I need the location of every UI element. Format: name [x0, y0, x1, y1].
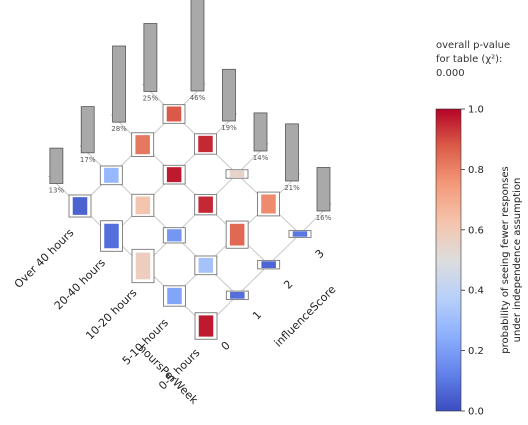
pvalue-line-3: 0.000 — [436, 68, 465, 79]
col-category-label: 3 — [313, 247, 327, 261]
colorbar-tick-label: 1.0 — [468, 105, 484, 116]
cell-fill — [135, 252, 151, 280]
col-marginal-bar — [49, 147, 64, 184]
row-marginal-bar — [190, 0, 205, 92]
row-category-label: 20-40 hours — [52, 256, 108, 312]
cell-fill — [230, 291, 245, 299]
cell-fill — [198, 315, 214, 337]
col-marginal-bar — [112, 45, 126, 123]
col-marginal-bar-label: 13% — [49, 187, 65, 195]
colorbar-label-line2: under independence assumption — [512, 178, 523, 343]
cell-fill — [135, 196, 151, 215]
cell-fill — [167, 229, 182, 242]
cell-fill — [229, 223, 245, 246]
row-marginal-bar-label: 21% — [284, 184, 300, 192]
row-marginal-bar — [285, 123, 299, 182]
colorbar-gradient — [435, 108, 462, 412]
colorbar-tick-label: 0.4 — [468, 286, 484, 297]
cell-fill — [198, 257, 214, 273]
colorbar-tick-label: 0.0 — [468, 407, 484, 418]
col-marginal-bar-label: 28% — [111, 125, 127, 133]
cell-fill — [166, 106, 182, 122]
cell-fill — [104, 223, 119, 249]
row-marginal-bar — [316, 167, 331, 212]
overall-pvalue: overall p-value for table (χ²): 0.000 — [436, 39, 526, 81]
row-marginal-bar-label: 16% — [316, 214, 332, 222]
col-marginal-bar — [80, 106, 95, 154]
col-marginal-bar — [143, 23, 158, 92]
col-variable-label: influenceScore — [272, 283, 339, 350]
row-marginal-bar-label: 14% — [253, 154, 269, 162]
colorbar-tick-label: 0.6 — [468, 225, 484, 236]
colorbar-tick-label: 0.8 — [468, 165, 484, 176]
row-category-label: 10-20 hours — [83, 286, 139, 342]
colorbar-label-line1: probability of seeing fewer responses — [500, 166, 511, 353]
row-marginal-bar-label: 19% — [221, 124, 237, 132]
col-marginal-bar-label: 25% — [143, 94, 159, 102]
col-marginal-bar-label: 17% — [80, 156, 96, 164]
row-marginal-bar-label: 46% — [190, 94, 206, 102]
cell-fill — [198, 135, 213, 153]
colorbar: 0.0 0.2 0.4 0.6 0.8 1.0 — [435, 105, 484, 418]
cell-fill — [104, 167, 119, 183]
pvalue-line-1: overall p-value — [436, 40, 511, 51]
colorbar-tick-label: 0.2 — [468, 346, 484, 357]
row-marginal-bar — [253, 112, 268, 152]
cell-fill — [167, 287, 182, 305]
cell-fill — [261, 194, 276, 214]
cell-fill — [166, 167, 182, 183]
cell-fill — [261, 261, 276, 269]
cell-fill — [135, 135, 150, 155]
col-category-label: 1 — [250, 308, 264, 322]
cell-fill — [292, 231, 308, 237]
pvalue-line-2: for table (χ²): — [436, 54, 503, 65]
marginal-bars: 46% 19% 14% 21% 16% 25% 28% 17% 13% — [49, 0, 332, 222]
col-category-label: 0 — [219, 339, 233, 353]
row-category-label: Over 40 hours — [12, 226, 77, 291]
cell-fill — [72, 197, 88, 215]
cell-markers — [68, 104, 312, 340]
col-category-label: 2 — [281, 278, 295, 292]
cell-fill — [229, 170, 245, 178]
cell-fill — [198, 196, 213, 213]
row-marginal-bar — [222, 68, 236, 122]
